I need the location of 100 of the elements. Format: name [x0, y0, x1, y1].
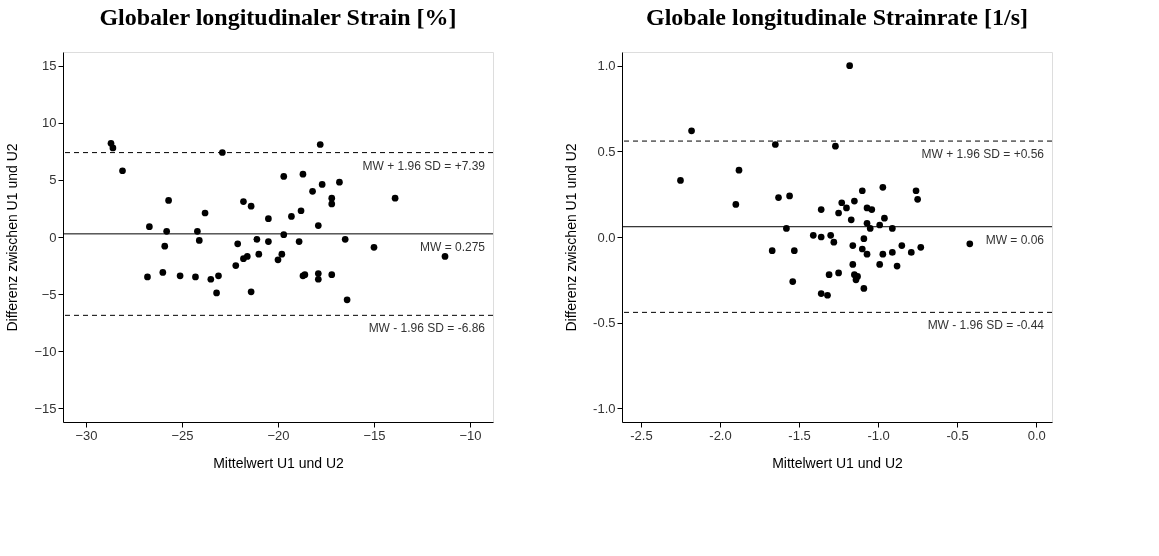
- point: [201, 209, 209, 217]
- point: [824, 291, 831, 299]
- point: [314, 270, 322, 277]
- point: [907, 249, 915, 256]
- point: [314, 275, 322, 283]
- point: [265, 215, 272, 223]
- point: [441, 253, 449, 260]
- chart-title: Globale longitudinale Strainrate [1/s]: [645, 4, 1029, 30]
- point: [966, 240, 974, 248]
- ref-line-label: MW = 0.275: [419, 239, 486, 254]
- point: [898, 242, 906, 249]
- point: [768, 247, 776, 255]
- y-tick-label: 15: [42, 58, 57, 74]
- point: [328, 271, 336, 279]
- y-tick-label: -1.0: [593, 400, 616, 416]
- y-tick-label: 0: [49, 229, 57, 245]
- x-tick-label: -2.5: [630, 427, 653, 443]
- point: [247, 202, 255, 210]
- point: [879, 250, 887, 258]
- point: [318, 181, 326, 188]
- point: [860, 285, 868, 292]
- point: [817, 206, 825, 213]
- y-tick-label: −5: [41, 286, 57, 302]
- point: [144, 273, 151, 281]
- point: [817, 290, 825, 297]
- point: [888, 225, 896, 232]
- point: [192, 273, 199, 281]
- point: [247, 288, 255, 296]
- point: [917, 243, 925, 251]
- point: [119, 167, 126, 175]
- point: [213, 289, 220, 297]
- point: [688, 127, 695, 135]
- point: [161, 242, 169, 250]
- point: [274, 256, 282, 264]
- x-tick-label: −25: [171, 427, 194, 443]
- point: [176, 272, 184, 280]
- x-tick-label: -0.5: [946, 427, 969, 443]
- point: [843, 204, 850, 212]
- point: [288, 213, 295, 220]
- point: [832, 142, 839, 150]
- point: [866, 225, 874, 232]
- ref-line-label: MW = 0.06: [985, 232, 1045, 247]
- ref-line-label: MW + 1.96 SD = +7.39: [362, 158, 486, 173]
- point: [343, 296, 351, 304]
- point: [876, 261, 884, 268]
- point: [240, 198, 247, 205]
- point: [253, 235, 261, 243]
- point: [863, 250, 871, 258]
- y-tick-label: −10: [34, 343, 57, 359]
- point: [299, 170, 307, 178]
- point: [159, 269, 167, 276]
- x-tick-label: 0.0: [1027, 427, 1046, 443]
- point: [735, 166, 743, 174]
- y-tick-label: -0.5: [593, 315, 616, 331]
- point: [240, 255, 247, 263]
- point: [825, 271, 833, 279]
- point: [849, 261, 857, 268]
- point: [879, 183, 887, 191]
- point: [732, 201, 740, 208]
- point: [280, 173, 288, 180]
- point: [341, 235, 349, 243]
- point: [863, 219, 871, 227]
- x-tick-label: -1.0: [867, 427, 890, 443]
- point: [846, 62, 853, 70]
- ref-line-label: MW - 1.96 SD = -0.44: [927, 318, 1045, 333]
- point: [914, 195, 921, 203]
- point: [215, 272, 222, 280]
- y-tick-label: −15: [34, 400, 57, 416]
- point: [297, 207, 305, 215]
- point: [370, 243, 378, 251]
- point: [860, 235, 868, 243]
- point: [838, 199, 846, 207]
- x-tick-label: −30: [75, 427, 98, 443]
- point: [218, 149, 226, 156]
- point: [309, 187, 316, 195]
- point: [858, 245, 866, 253]
- point: [207, 275, 215, 283]
- point: [316, 141, 324, 148]
- point: [849, 242, 857, 249]
- y-tick-label: 10: [42, 115, 57, 131]
- y-tick-label: 5: [49, 172, 57, 188]
- x-tick-label: -1.5: [788, 427, 811, 443]
- point: [278, 250, 286, 258]
- point: [265, 238, 272, 245]
- y-tick-label: 0.0: [597, 229, 616, 245]
- y-axis-title: Differenz zwischen U1 und U2: [4, 143, 21, 332]
- point: [835, 269, 842, 277]
- point: [858, 187, 866, 195]
- point: [328, 194, 336, 202]
- x-tick-label: −15: [363, 427, 386, 443]
- point: [827, 231, 835, 239]
- point: [677, 177, 684, 184]
- point: [328, 200, 336, 208]
- point: [789, 278, 797, 285]
- point: [295, 238, 303, 245]
- point: [146, 223, 153, 231]
- x-axis-title: Mittelwert U1 und U2: [772, 454, 904, 471]
- point: [255, 250, 263, 258]
- y-tick-label: 0.5: [597, 143, 616, 159]
- point: [851, 197, 858, 205]
